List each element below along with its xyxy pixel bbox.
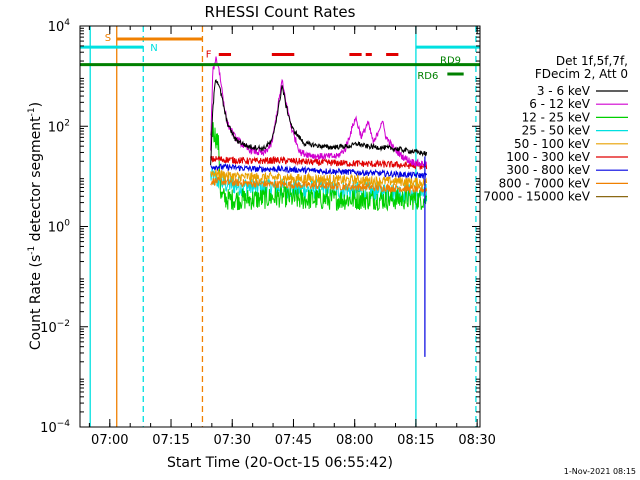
legend-entry-label: 3 - 6 keV	[537, 84, 591, 98]
x-tick-label: 08:30	[458, 433, 495, 448]
y-axis-label-part3: )	[28, 102, 44, 107]
y-tick-exponent: −2	[57, 319, 70, 329]
y-tick-base: 10	[48, 221, 65, 236]
series-line-4	[210, 168, 428, 189]
chart-title: RHESSI Count Rates	[205, 3, 356, 21]
x-tick-label: 07:45	[275, 433, 312, 448]
y-tick-base: 10	[48, 120, 65, 135]
y-axis-label-exp1: -1	[27, 246, 37, 255]
y-tick-exponent: 4	[64, 18, 70, 28]
y-tick-label: 100	[48, 219, 71, 236]
y-axis-label-part1: Count Rate (s	[28, 255, 44, 350]
legend-entry-label: 300 - 800 keV	[506, 163, 590, 177]
x-tick-label: 07:00	[91, 433, 128, 448]
x-tick-label: 08:00	[336, 433, 373, 448]
x-axis: 07:00 07:15 07:30 07:45 08:00 08:15 08:30	[88, 26, 496, 448]
x-tick-label: 08:15	[397, 433, 434, 448]
legend: Det 1f,5f,7f, FDecim 2, Att 0 3 - 6 keV6…	[483, 54, 628, 204]
legend-entry-label: 6 - 12 keV	[529, 97, 591, 111]
legend-entry-label: 50 - 100 keV	[514, 137, 591, 151]
flag-label: S	[105, 33, 111, 44]
y-tick-label: 10−2	[40, 319, 70, 336]
legend-entry-label: 25 - 50 keV	[522, 124, 591, 138]
flag-label: RD9	[440, 56, 461, 67]
series-line-6	[210, 162, 428, 180]
legend-entry-label: 100 - 300 keV	[506, 150, 590, 164]
legend-entry-label: 800 - 7000 keV	[499, 176, 591, 190]
series-line-0	[210, 79, 428, 166]
series-line-3	[210, 167, 428, 204]
x-tick-label: 07:15	[152, 433, 189, 448]
y-tick-base: 10	[40, 321, 57, 336]
generation-timestamp: 1-Nov-2021 08:15	[564, 467, 636, 476]
series-line-2	[210, 122, 428, 212]
data-layer	[89, 26, 477, 427]
flag-label: N	[150, 43, 157, 54]
x-axis-label: Start Time (20-Oct-15 06:55:42)	[167, 455, 393, 471]
plot-frame	[79, 25, 481, 428]
series-line-5	[210, 155, 428, 170]
y-axis-label-part2: detector segment	[28, 116, 44, 246]
legend-header-2: FDecim 2, Att 0	[535, 67, 628, 81]
y-axis-label: Count Rate (s-1 detector segment-1)	[27, 102, 44, 350]
flag-label: RD6	[417, 71, 438, 82]
y-axis-label-exp2: -1	[27, 107, 37, 116]
legend-entry-label: 7000 - 15000 keV	[483, 190, 590, 204]
legend-entry-label: 12 - 25 keV	[522, 110, 591, 124]
y-tick-base: 10	[40, 421, 57, 436]
y-tick-exponent: 2	[64, 118, 70, 128]
series-line-7	[210, 176, 428, 195]
flag-label: F	[206, 50, 212, 61]
x-tick-label: 07:30	[214, 433, 251, 448]
y-tick-label: 102	[48, 118, 70, 135]
y-tick-label: 10−4	[40, 419, 70, 436]
y-tick-label: 104	[48, 18, 71, 35]
y-tick-base: 10	[48, 20, 65, 35]
legend-header-1: Det 1f,5f,7f,	[556, 54, 628, 68]
y-tick-exponent: −4	[57, 419, 71, 429]
y-tick-exponent: 0	[64, 219, 70, 229]
